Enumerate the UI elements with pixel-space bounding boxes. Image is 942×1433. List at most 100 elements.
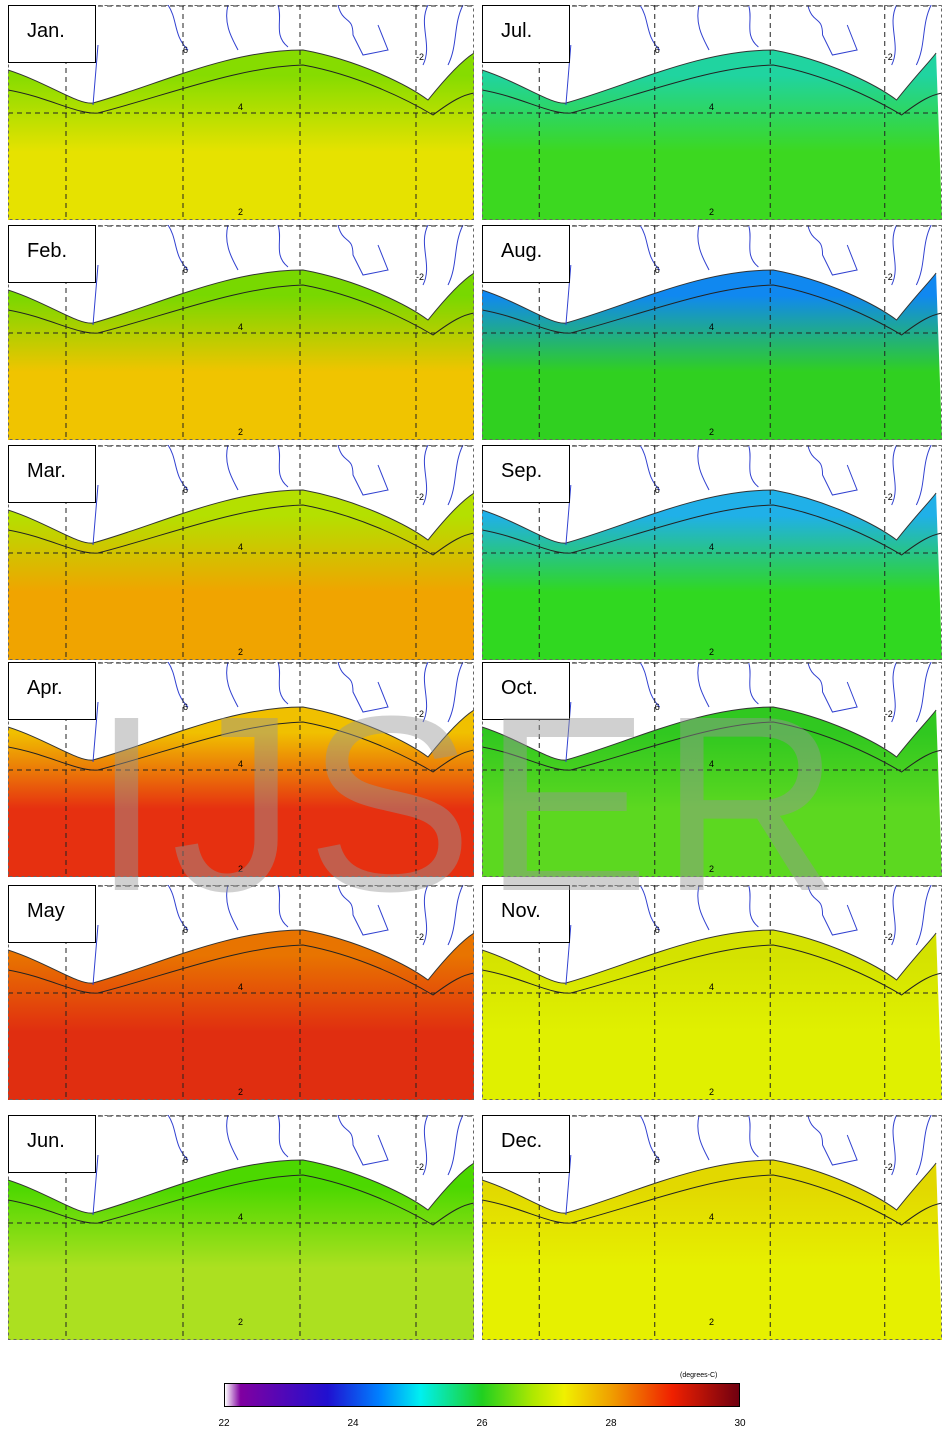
depth-contour [481, 944, 942, 996]
grid-label: -2 [885, 709, 893, 719]
grid-label: -2 [416, 709, 424, 719]
grid-label: 2 [238, 427, 243, 437]
river [915, 661, 932, 723]
colorbar [224, 1383, 740, 1407]
river [639, 224, 661, 271]
river [422, 661, 429, 723]
river [167, 444, 189, 491]
coastline [481, 269, 937, 324]
river [226, 224, 239, 271]
river [277, 661, 289, 705]
river [891, 1114, 898, 1176]
river [226, 4, 239, 51]
grid-label: 4 [709, 102, 714, 112]
grid-label: 4 [238, 1212, 243, 1222]
grid-label: 6 [655, 702, 660, 712]
grid-label: 4 [709, 982, 714, 992]
grid-label: -2 [416, 932, 424, 942]
map-panel: 6 4 2 -2 Sep. [481, 444, 942, 660]
depth-contour [7, 944, 475, 996]
frame [8, 885, 474, 1100]
grid-label: 6 [183, 45, 188, 55]
map: 6 4 2 -2 [7, 661, 475, 877]
river [422, 224, 429, 286]
river [92, 924, 99, 986]
river [639, 884, 661, 931]
month-label: Jun. [8, 1115, 96, 1173]
river [167, 1114, 189, 1161]
river [915, 224, 932, 286]
river [697, 444, 710, 491]
map-panel: 6 4 2 -2 Dec. [481, 1114, 942, 1340]
river [337, 224, 389, 276]
colorbar-tick-label: 24 [347, 1418, 359, 1429]
month-label: May [8, 885, 96, 943]
map-panel: 6 4 2 -2 May [7, 884, 475, 1100]
river [226, 1114, 239, 1161]
coastline [7, 49, 475, 104]
grid-label: 2 [709, 207, 714, 217]
river [277, 224, 289, 268]
river [277, 444, 289, 488]
river [748, 884, 759, 928]
sea [8, 707, 474, 877]
depth-contour [481, 1174, 942, 1226]
river [422, 444, 429, 506]
river [565, 701, 572, 763]
river [807, 224, 858, 276]
river [807, 1114, 858, 1166]
map: 6 4 2 -2 [7, 444, 475, 660]
river [697, 884, 710, 931]
grid-label: -2 [885, 52, 893, 62]
river [92, 701, 99, 763]
sea [8, 490, 474, 660]
river [277, 1114, 289, 1158]
river [167, 224, 189, 271]
grid-label: -2 [885, 272, 893, 282]
river [697, 224, 710, 271]
river [226, 444, 239, 491]
river [167, 884, 189, 931]
frame [8, 225, 474, 440]
month-label: Sep. [482, 445, 570, 503]
river [447, 4, 464, 66]
river [565, 44, 572, 106]
river [337, 444, 389, 496]
river [915, 884, 932, 946]
river [277, 884, 289, 928]
grid-label: -2 [885, 492, 893, 502]
river [422, 1114, 429, 1176]
map: 6 4 2 -2 [7, 4, 475, 220]
grid-label: 6 [655, 485, 660, 495]
river [891, 4, 898, 66]
river [891, 884, 898, 946]
map-panel: 6 4 2 -2 Nov. [481, 884, 942, 1100]
map: 6 4 2 -2 [7, 884, 475, 1100]
grid-label: 4 [238, 102, 243, 112]
sea [482, 707, 942, 877]
river [915, 444, 932, 506]
sea [8, 50, 474, 220]
river [92, 264, 99, 326]
river [891, 224, 898, 286]
river [447, 224, 464, 286]
depth-contour [7, 504, 475, 556]
frame [8, 445, 474, 660]
month-label: Aug. [482, 225, 570, 283]
frame [8, 1115, 474, 1340]
river [697, 1114, 710, 1161]
sea [8, 270, 474, 440]
frame [8, 5, 474, 220]
river [807, 444, 858, 496]
coastline [481, 49, 937, 104]
watermark: IJSER [91, 664, 851, 943]
river [565, 264, 572, 326]
depth-contour [7, 284, 475, 336]
river [422, 884, 429, 946]
map-panel: 6 4 2 -2 Apr. [7, 661, 475, 877]
grid-label: 4 [709, 759, 714, 769]
grid-label: -2 [416, 272, 424, 282]
map-panel: 6 4 2 -2 Mar. [7, 444, 475, 660]
coastline [7, 706, 475, 761]
grid-label: 4 [238, 542, 243, 552]
